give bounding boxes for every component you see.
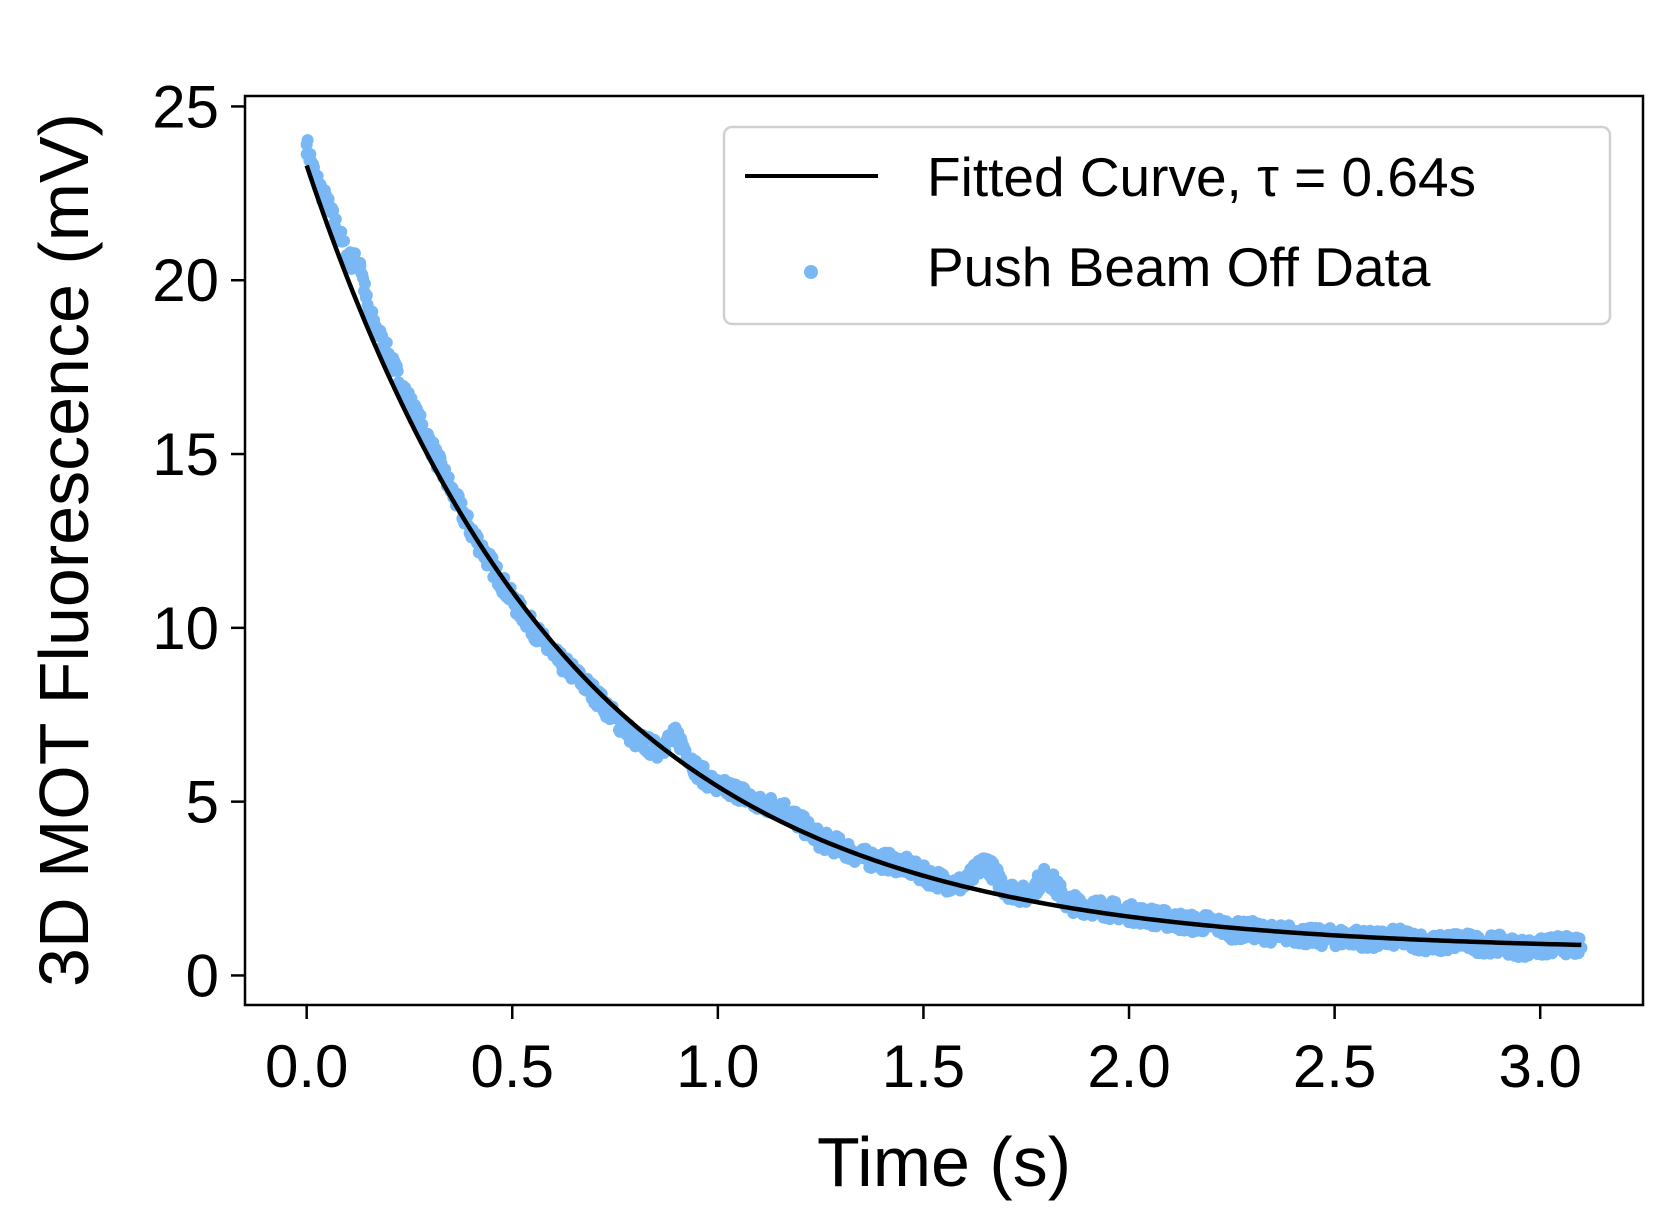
plot-area	[300, 134, 1588, 963]
x-axis-label: Time (s)	[817, 1123, 1071, 1201]
scatter-point	[360, 289, 373, 302]
x-tick-label: 0.0	[265, 1033, 348, 1100]
x-tick-label: 1.5	[882, 1033, 965, 1100]
x-tick-label: 2.5	[1293, 1033, 1376, 1100]
y-axis-label: 3D MOT Fluorescence (mV)	[25, 113, 103, 987]
scatter-point	[414, 409, 427, 422]
scatter-point	[335, 225, 348, 238]
x-tick-label: 0.5	[471, 1033, 554, 1100]
y-tick-label: 0	[186, 942, 219, 1009]
scatter-point	[391, 365, 404, 378]
x-tick-label: 3.0	[1498, 1033, 1581, 1100]
line-layer	[304, 164, 1582, 948]
fitted-curve-line	[304, 164, 1582, 948]
y-tick-label: 20	[152, 247, 219, 314]
y-tick-label: 10	[152, 595, 219, 662]
scatter-point	[301, 134, 314, 147]
y-tick-label: 25	[152, 73, 219, 140]
scatter-point	[329, 213, 342, 226]
y-tick-label: 5	[186, 769, 219, 836]
scatter-point	[338, 234, 351, 247]
scatter-point	[416, 418, 429, 431]
y-tick-label: 15	[152, 421, 219, 488]
scatter-point	[1038, 862, 1051, 875]
scatter-point	[358, 277, 371, 290]
legend-frame	[722, 125, 1612, 326]
legend-label-fitted-curve: Fitted Curve, τ = 0.64s	[927, 146, 1476, 208]
axes-frame	[243, 94, 1645, 1007]
scatter-point	[778, 796, 791, 809]
y-axis-ticks: 0 5 10 15 20 25	[152, 73, 245, 1009]
x-tick-label: 1.0	[676, 1033, 759, 1100]
x-axis-ticks: 0.0 0.5 1.0 1.5 2.0 2.5 3.0	[265, 1005, 1582, 1100]
legend-label-push-beam-off: Push Beam Off Data	[927, 236, 1431, 298]
scatter-point	[1573, 932, 1586, 945]
x-tick-label: 2.0	[1087, 1033, 1170, 1100]
scatter-point	[380, 336, 393, 349]
legend-marker-swatch	[804, 265, 818, 279]
legend: Fitted Curve, τ = 0.64s Push Beam Off Da…	[722, 125, 1612, 326]
